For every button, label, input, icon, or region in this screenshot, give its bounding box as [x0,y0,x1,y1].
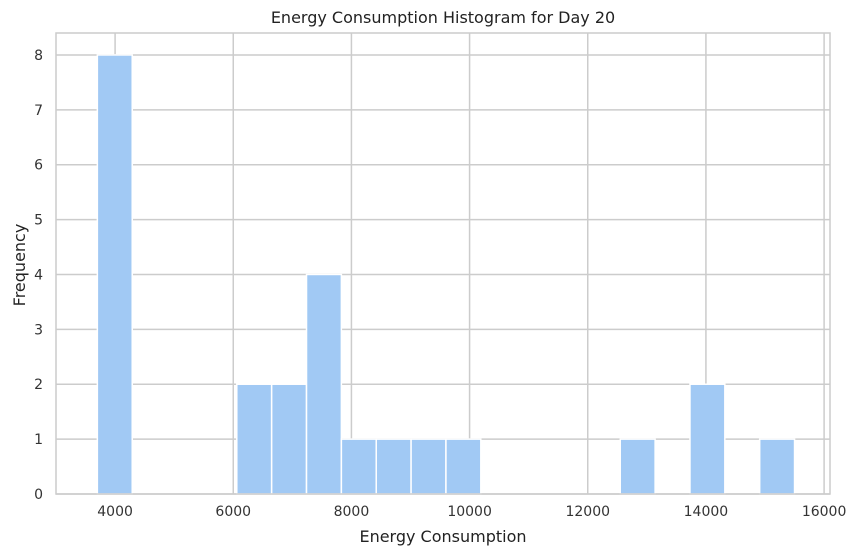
x-tick-label: 10000 [447,504,492,520]
y-tick-label: 6 [34,158,43,174]
y-tick-label: 0 [34,487,43,503]
y-tick-label: 4 [34,267,43,283]
x-tick-label: 16000 [802,504,847,520]
histogram-bar [236,383,273,495]
x-tick-label: 12000 [565,504,610,520]
histogram-bar [410,438,447,495]
y-tick-label: 1 [34,432,43,448]
histogram-bars [96,54,796,495]
histogram-bar [689,383,726,495]
x-tick-label: 6000 [215,504,251,520]
histogram-bar [375,438,412,495]
y-tick-label: 3 [34,322,43,338]
y-tick-labels: 0 1 2 3 4 5 6 7 8 [34,48,43,503]
plot-frame [55,32,831,495]
y-tick-label: 2 [34,377,43,393]
histogram-bar [305,273,343,495]
x-tick-labels: 4000 6000 8000 10000 12000 14000 16000 [97,504,846,520]
y-axis-label: Frequency [10,224,29,307]
x-tick-label: 14000 [684,504,729,520]
chart-title: Energy Consumption Histogram for Day 20 [271,8,615,27]
y-tick-label: 7 [34,103,43,119]
histogram-bar [96,54,133,495]
x-tick-label: 8000 [334,504,370,520]
x-axis-label: Energy Consumption [359,527,526,546]
x-tick-label: 4000 [97,504,133,520]
histogram-bar [270,383,308,495]
histogram-bar [619,438,656,495]
axes-border [55,32,831,495]
histogram-bar [758,438,796,495]
y-tick-label: 5 [34,213,43,229]
histogram-bar [340,438,377,495]
histogram-bar [445,438,482,495]
y-tick-label: 8 [34,48,43,64]
